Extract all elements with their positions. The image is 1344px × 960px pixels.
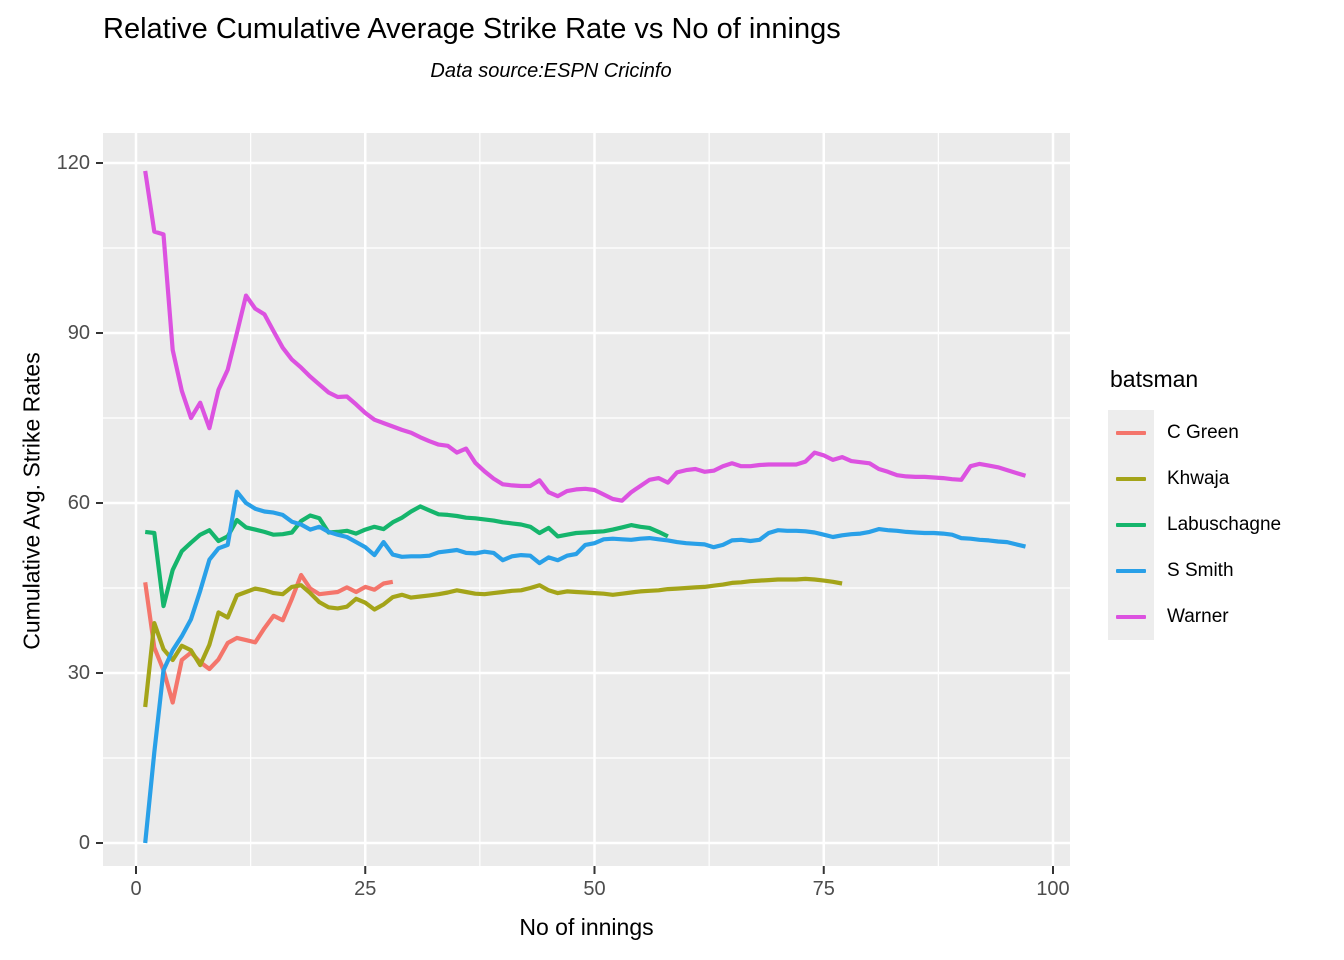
legend-item-label: Warner [1167,606,1229,627]
x-tick-label: 100 [1036,878,1070,900]
legend-item-label: Khwaja [1167,468,1230,489]
legend-item-label: S Smith [1167,560,1234,581]
x-tick-label: 75 [812,878,835,900]
legend-key-line [1116,614,1146,620]
legend-item: Labuschagne [1108,502,1281,548]
legend-item: Warner [1108,594,1281,640]
legend-key-swatch [1108,502,1154,548]
x-tick-label: 25 [354,878,377,900]
y-tick-label: 0 [78,832,90,854]
chart-panel [96,133,1070,874]
legend: batsman C Green Khwaja Labuschagne S Smith W… [1108,366,1281,640]
series-line-warner [143,170,1027,503]
y-tick-label: 60 [67,491,90,514]
x-tick-label: 0 [130,878,142,900]
chart-title: Relative Cumulative Average Strike Rate … [103,13,841,45]
x-axis-title: No of innings [519,914,654,940]
y-tick-label: 120 [56,151,90,174]
panel-background [103,133,1070,866]
legend-item: C Green [1108,410,1281,456]
legend-key-swatch [1108,548,1154,594]
legend-item: S Smith [1108,548,1281,594]
legend-key-line [1116,568,1146,574]
legend-item-label: C Green [1167,422,1239,443]
legend-item: Khwaja [1108,456,1281,502]
series-line-khwaja [143,576,843,708]
legend-key-line [1116,522,1146,528]
x-tick-label: 50 [583,878,606,900]
legend-key-line [1116,476,1146,482]
y-tick-label: 30 [67,661,90,684]
legend-title: batsman [1110,366,1199,392]
legend-key-swatch [1108,456,1154,502]
legend-items: C Green Khwaja Labuschagne S Smith Warner [1108,410,1281,640]
legend-item-label: Labuschagne [1167,514,1282,535]
series-line-s-smith [143,489,1026,844]
legend-key-swatch [1108,594,1154,640]
legend-key-swatch [1108,410,1154,456]
legend-key-line [1116,430,1146,436]
chart-subtitle: Data source:ESPN Cricinfo [430,60,672,82]
y-tick-label: 90 [67,321,90,344]
series-line-c-green [143,572,394,705]
